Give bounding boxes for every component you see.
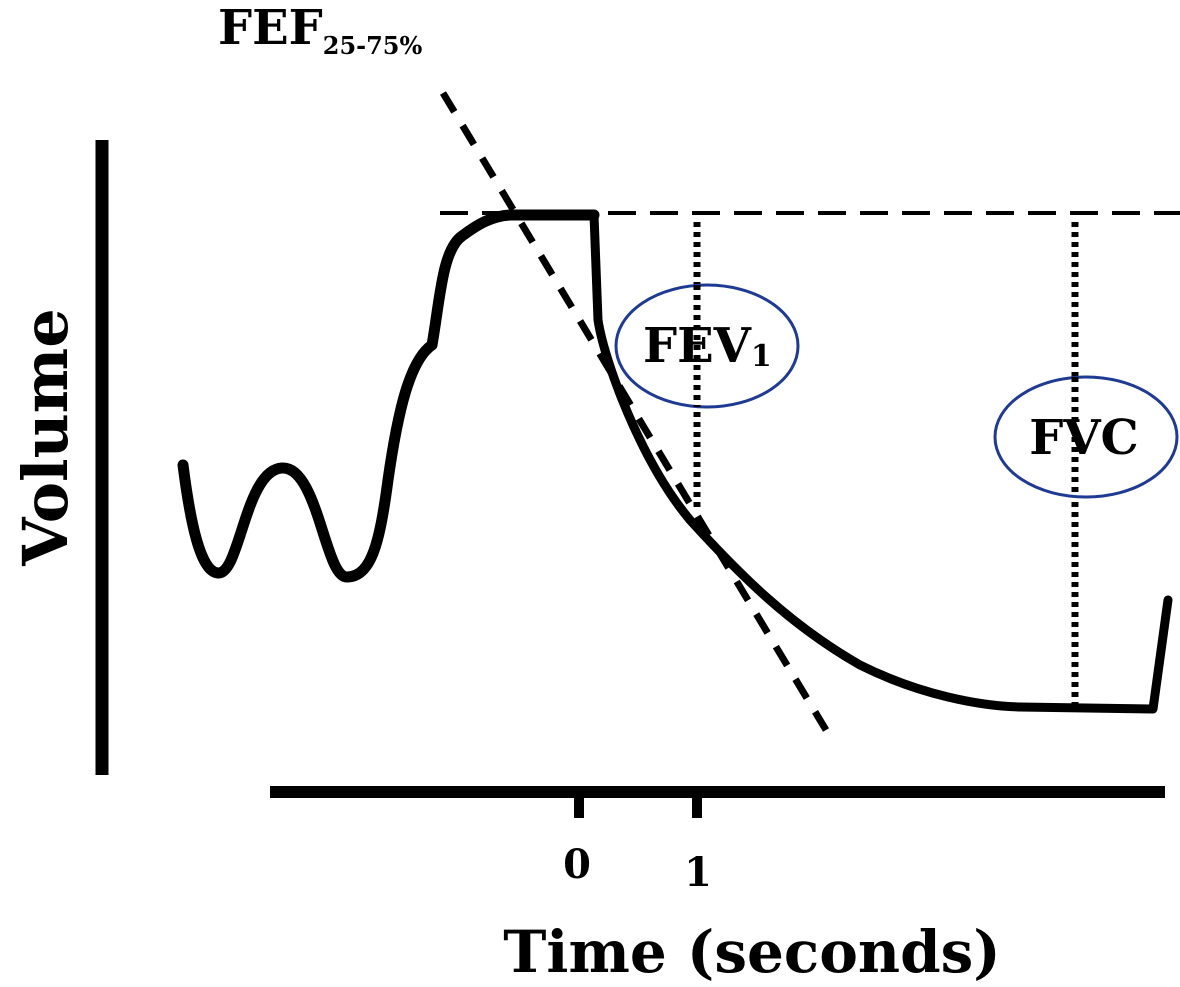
fvc-label: FVC [1029, 410, 1139, 466]
fev1-main-text: FEV [643, 318, 752, 374]
fef-annotation-label: FEF25-75% [218, 0, 423, 60]
fef-tangent-dashed-line [440, 91, 829, 732]
fev1-label: FEV1 [643, 318, 772, 374]
fvc-callout-ellipse [993, 375, 1179, 499]
x-tick-label-0: 0 [563, 841, 591, 888]
x-tick-label-1: 1 [684, 849, 712, 896]
tidal-breathing-curve [177, 209, 600, 583]
y-axis-label: Volume [9, 308, 82, 566]
fef-subscript-text: 25-75% [323, 31, 423, 60]
x-axis-label: Time (seconds) [503, 918, 1000, 986]
fef-main-text: FEF [218, 0, 323, 56]
fev1-callout-ellipse [614, 283, 800, 409]
forced-expiration-curve [589, 210, 1173, 714]
fev1-subscript-text: 1 [751, 339, 772, 374]
